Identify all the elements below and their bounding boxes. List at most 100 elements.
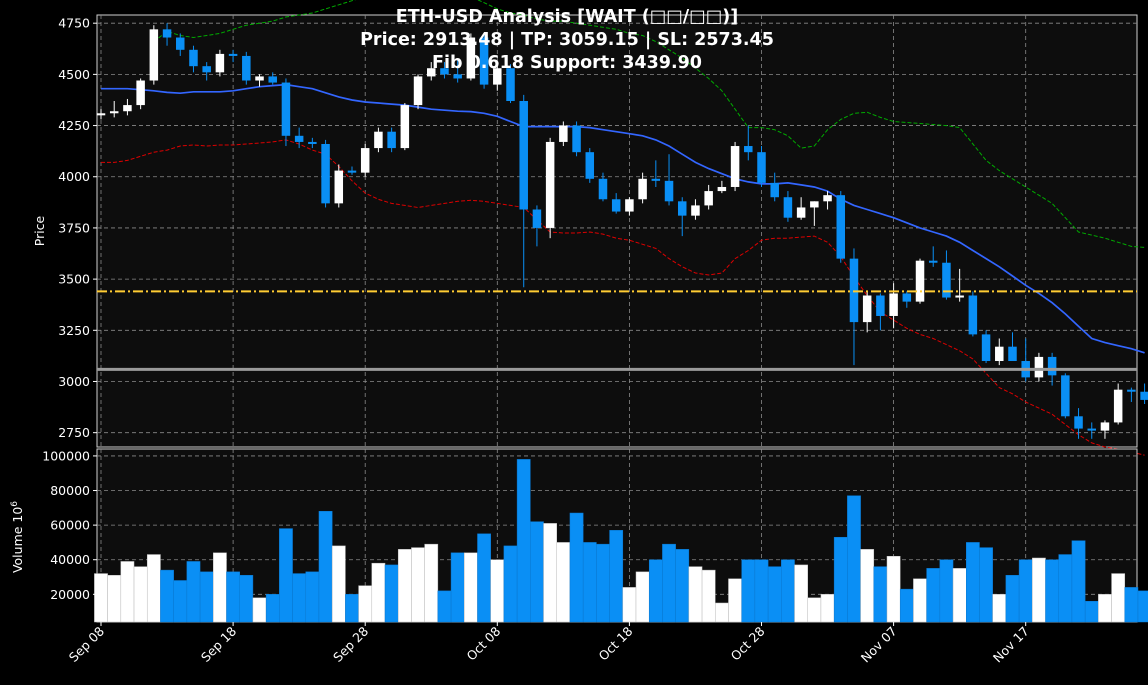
volume-bar	[133, 566, 148, 623]
candle-body	[519, 100, 528, 210]
volume-y-tick-label: 100000	[42, 448, 90, 463]
candle	[176, 33, 185, 56]
candle	[730, 141, 740, 192]
candle-body	[770, 182, 779, 198]
candle	[96, 109, 106, 120]
price-y-tick-label: 4750	[58, 16, 90, 31]
volume-bar	[648, 559, 663, 623]
candle	[149, 25, 159, 85]
volume-bar	[213, 552, 227, 623]
candle	[572, 121, 581, 157]
candle-body	[440, 68, 449, 75]
candle-body	[1008, 346, 1017, 362]
volume-bar	[609, 530, 624, 623]
candle-body	[1074, 416, 1083, 429]
candle	[242, 51, 251, 85]
candle-body	[294, 135, 304, 142]
price-bands	[101, 0, 1145, 456]
candle	[585, 148, 595, 183]
price-y-tick-label: 3750	[58, 220, 90, 235]
volume-bar	[688, 566, 703, 623]
volume-bar	[226, 571, 240, 623]
candle	[704, 184, 713, 210]
volume-bar	[596, 543, 610, 623]
price-y-ticks: 2750 3000 3250 3500 3750 4000 4250 4500 4750	[58, 16, 97, 440]
candle-body	[651, 178, 661, 181]
candle-body	[664, 180, 674, 202]
volume-bar	[728, 578, 742, 623]
candle-body	[202, 66, 211, 73]
volume-bar	[820, 594, 835, 623]
candle	[638, 172, 647, 204]
candle	[493, 62, 502, 91]
candle	[387, 127, 396, 153]
volume-bar	[1111, 573, 1126, 623]
volume-bar	[952, 568, 967, 623]
candle-body	[968, 295, 978, 335]
volume-bar	[265, 594, 280, 623]
candle-body	[255, 76, 264, 81]
volume-bar	[543, 523, 557, 623]
candle-body	[810, 201, 819, 208]
volume-bar	[199, 571, 214, 623]
candle	[374, 127, 383, 153]
candle	[215, 49, 225, 77]
volume-bar	[1124, 587, 1139, 623]
candle	[915, 258, 925, 304]
volume-bar	[635, 571, 650, 623]
volume-bar	[464, 552, 478, 623]
candle	[862, 291, 872, 333]
candle	[453, 60, 462, 83]
candle	[1127, 387, 1136, 402]
candle	[1034, 352, 1044, 382]
volume-bar	[741, 559, 756, 623]
candle	[796, 197, 806, 220]
price-y-tick-label: 4500	[58, 67, 90, 82]
volume-bar	[292, 573, 307, 623]
volume-y-tick-label: 60000	[50, 518, 90, 533]
volume-bar	[530, 521, 544, 623]
volume-bar	[437, 590, 452, 623]
candle-body	[862, 295, 872, 323]
candle-body	[638, 178, 647, 200]
volume-bar	[345, 594, 359, 623]
volume-bar	[662, 543, 676, 623]
volume-bar	[252, 597, 267, 623]
volume-bar	[833, 536, 848, 623]
volume-bar	[966, 542, 980, 623]
candle	[677, 197, 687, 237]
candle-body	[427, 68, 436, 77]
candle	[123, 98, 132, 116]
volume-bar	[873, 566, 888, 623]
candle-body	[493, 68, 502, 85]
volume-bar	[239, 575, 254, 623]
candle	[968, 291, 978, 337]
price-y-tick-label: 2750	[58, 425, 90, 440]
candle	[255, 74, 264, 87]
volume-bar	[1005, 575, 1020, 623]
volume-bar	[715, 602, 729, 623]
volume-y-axis-label-text: Volume 10	[10, 507, 25, 573]
candle-body	[1100, 422, 1110, 431]
volume-bar	[305, 571, 320, 623]
volume-bar	[939, 559, 954, 623]
candle-body	[1127, 389, 1136, 392]
candle	[400, 103, 410, 151]
candle-body	[598, 178, 608, 200]
candle-body	[321, 143, 330, 204]
candle	[757, 146, 766, 187]
candle-body	[585, 152, 595, 179]
candle-body	[1034, 356, 1044, 378]
candle	[347, 166, 357, 175]
volume-bar	[1058, 554, 1073, 623]
price-y-axis-label: Price	[32, 215, 47, 246]
candle-body	[466, 37, 476, 79]
volume-bar	[424, 543, 439, 623]
candle	[334, 164, 344, 208]
candle-body	[215, 53, 225, 73]
candle	[1100, 420, 1110, 439]
candle	[281, 78, 291, 147]
volume-bar	[979, 547, 993, 623]
volume-bar	[886, 556, 901, 623]
candle-body	[902, 293, 912, 302]
